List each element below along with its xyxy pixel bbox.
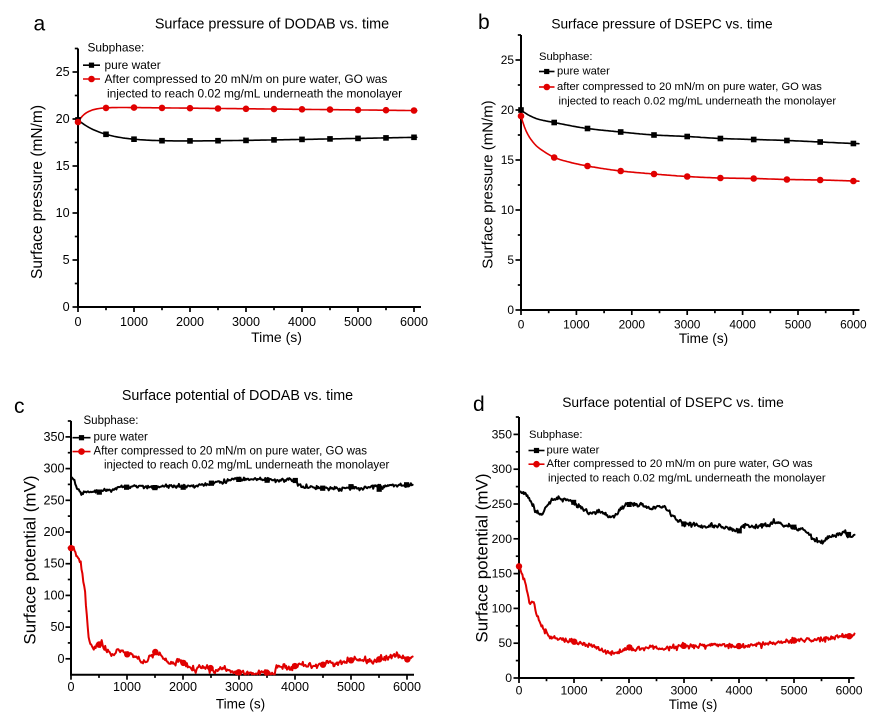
svg-text:3000: 3000 — [674, 318, 701, 332]
svg-text:5000: 5000 — [780, 684, 807, 698]
svg-text:350: 350 — [492, 427, 513, 441]
svg-text:d: d — [473, 393, 485, 416]
svg-text:pure water: pure water — [557, 66, 610, 78]
svg-text:3000: 3000 — [225, 680, 253, 694]
svg-text:5000: 5000 — [785, 318, 812, 332]
svg-text:0: 0 — [67, 680, 74, 694]
svg-text:250: 250 — [492, 497, 513, 511]
svg-text:injected to reach 0.02 mg/mL u: injected to reach 0.02 mg/mL underneath … — [559, 96, 837, 108]
svg-text:0: 0 — [516, 684, 523, 698]
svg-text:Time (s): Time (s) — [669, 697, 718, 712]
svg-text:After compressed to 20 mN/m on: After compressed to 20 mN/m on pure wate… — [105, 72, 388, 86]
svg-text:15: 15 — [501, 153, 515, 167]
svg-text:150: 150 — [492, 567, 513, 581]
svg-text:1000: 1000 — [563, 318, 590, 332]
svg-text:pure water: pure water — [547, 445, 600, 457]
svg-text:pure water: pure water — [105, 58, 161, 72]
svg-text:2000: 2000 — [615, 684, 642, 698]
svg-text:After compressed to 20 mN/m on: After compressed to 20 mN/m on pure wate… — [547, 458, 814, 470]
svg-text:0: 0 — [57, 652, 64, 666]
svg-text:5000: 5000 — [337, 680, 365, 694]
svg-text:200: 200 — [492, 532, 513, 546]
svg-text:3000: 3000 — [670, 684, 697, 698]
svg-text:15: 15 — [56, 159, 70, 173]
svg-text:25: 25 — [501, 53, 515, 67]
svg-text:2000: 2000 — [176, 315, 204, 329]
svg-text:2000: 2000 — [619, 318, 646, 332]
svg-text:4000: 4000 — [281, 680, 309, 694]
svg-text:0: 0 — [74, 315, 81, 329]
svg-text:0: 0 — [63, 300, 70, 314]
svg-text:Surface pressure (mN/m): Surface pressure (mN/m) — [29, 105, 46, 279]
svg-text:3000: 3000 — [232, 315, 260, 329]
svg-text:Subphase:: Subphase: — [539, 51, 593, 63]
svg-text:10: 10 — [501, 203, 515, 217]
svg-text:1000: 1000 — [120, 315, 148, 329]
svg-text:25: 25 — [56, 65, 70, 79]
svg-text:injected to reach 0.02 mg/mL u: injected to reach 0.02 mg/mL underneath … — [104, 460, 390, 472]
svg-text:Surface pressure of DODAB vs.: Surface pressure of DODAB vs. time — [155, 17, 389, 33]
svg-text:Surface potential (mV): Surface potential (mV) — [21, 475, 40, 644]
svg-text:Surface pressure (mN/m): Surface pressure (mN/m) — [480, 100, 497, 268]
svg-text:100: 100 — [43, 588, 64, 602]
svg-text:6000: 6000 — [400, 315, 428, 329]
svg-text:c: c — [14, 395, 25, 418]
svg-text:350: 350 — [43, 430, 64, 444]
svg-text:0: 0 — [518, 318, 525, 332]
svg-text:20: 20 — [56, 112, 70, 126]
svg-text:0: 0 — [507, 303, 514, 317]
svg-text:5: 5 — [63, 253, 70, 267]
svg-text:b: b — [478, 11, 490, 34]
svg-text:50: 50 — [498, 636, 512, 650]
svg-text:Surface potential of DODAB vs.: Surface potential of DODAB vs. time — [122, 388, 353, 404]
svg-text:250: 250 — [43, 493, 64, 507]
svg-text:50: 50 — [50, 620, 64, 634]
svg-text:6000: 6000 — [393, 680, 421, 694]
svg-text:20: 20 — [501, 103, 515, 117]
svg-text:injected to reach 0.02 mg/mL u: injected to reach 0.02 mg/mL underneath … — [548, 473, 826, 485]
svg-text:After compressed to 20 mN/m on: After compressed to 20 mN/m on pure wate… — [94, 446, 368, 458]
svg-text:4000: 4000 — [288, 315, 316, 329]
svg-text:0: 0 — [505, 671, 512, 685]
svg-text:Subphase:: Subphase: — [88, 41, 145, 55]
svg-text:1000: 1000 — [113, 680, 141, 694]
svg-text:6000: 6000 — [840, 318, 867, 332]
svg-text:Surface pressure of DSEPC vs.: Surface pressure of DSEPC vs. time — [551, 17, 772, 32]
svg-text:Time (s): Time (s) — [679, 331, 728, 346]
svg-text:a: a — [34, 13, 46, 36]
svg-text:1000: 1000 — [560, 684, 587, 698]
svg-text:200: 200 — [43, 525, 64, 539]
svg-text:300: 300 — [43, 462, 64, 476]
svg-text:5000: 5000 — [344, 315, 372, 329]
svg-text:injected to reach 0.02 mg/mL u: injected to reach 0.02 mg/mL underneath … — [107, 86, 402, 100]
svg-text:100: 100 — [492, 601, 513, 615]
svg-text:Time (s): Time (s) — [216, 697, 265, 712]
svg-text:6000: 6000 — [835, 684, 862, 698]
svg-text:10: 10 — [56, 206, 70, 220]
svg-text:Subphase:: Subphase: — [529, 429, 583, 441]
svg-text:after compressed to 20 mN/m on: after compressed to 20 mN/m on pure wate… — [557, 81, 822, 93]
svg-text:2000: 2000 — [169, 680, 197, 694]
svg-text:300: 300 — [492, 462, 513, 476]
svg-text:Time (s): Time (s) — [251, 329, 302, 345]
svg-text:4000: 4000 — [725, 684, 752, 698]
svg-text:Surface potential of DSEPC vs.: Surface potential of DSEPC vs. time — [562, 395, 784, 410]
svg-text:150: 150 — [43, 557, 64, 571]
svg-text:pure water: pure water — [94, 432, 149, 444]
svg-text:Surface potential (mV): Surface potential (mV) — [473, 473, 492, 642]
svg-text:4000: 4000 — [729, 318, 756, 332]
svg-text:5: 5 — [507, 253, 514, 267]
svg-text:Subphase:: Subphase: — [84, 415, 139, 427]
